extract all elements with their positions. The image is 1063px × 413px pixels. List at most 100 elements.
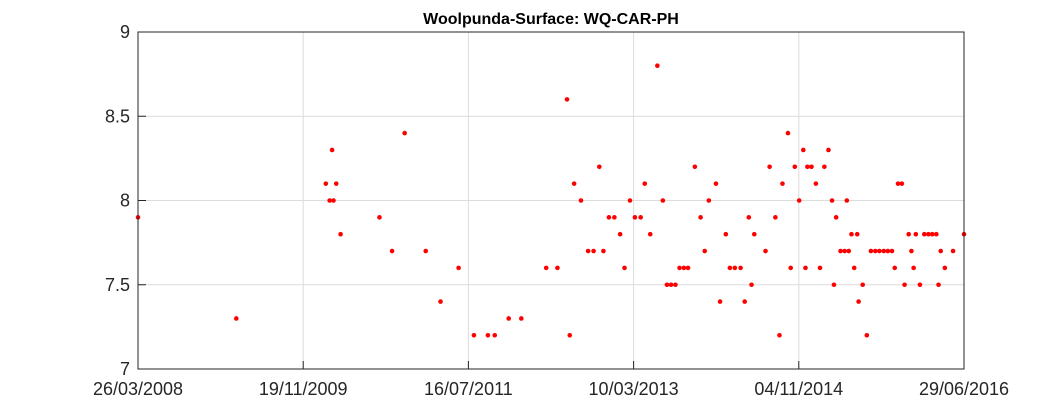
data-point [864, 333, 870, 338]
data-point [627, 198, 633, 203]
data-point [785, 130, 791, 136]
data-point [673, 282, 678, 288]
data-point [402, 130, 407, 136]
data-point [571, 181, 577, 186]
data-point [872, 248, 878, 254]
y-tick-label: 8.5 [105, 106, 130, 126]
tick-marks [137, 31, 965, 370]
data-point [685, 265, 691, 271]
data-point [911, 265, 916, 271]
data-point [909, 248, 914, 254]
data-point [881, 248, 887, 254]
data-point [860, 282, 866, 288]
data-point [746, 215, 752, 220]
data-point [817, 265, 823, 271]
data-point [805, 164, 810, 170]
data-point [727, 265, 733, 271]
chart-title: Woolpunda-Surface: WQ-CAR-PH [423, 11, 679, 28]
data-point [846, 248, 852, 254]
data-point [655, 63, 660, 68]
data-point [829, 198, 835, 203]
data-point [800, 147, 806, 153]
data-point [942, 265, 948, 271]
data-point [877, 248, 882, 254]
data-point [738, 265, 743, 271]
data-point [389, 248, 395, 254]
data-point [338, 231, 343, 237]
data-point [849, 231, 854, 237]
data-point [902, 282, 907, 288]
data-point [327, 198, 332, 203]
data-point [856, 299, 861, 304]
data-point [706, 198, 712, 203]
data-point [822, 164, 827, 170]
x-tick-label: 26/03/2008 [93, 379, 183, 399]
y-axis-tick-labels: 7 7.5 8 8.5 9 [105, 22, 130, 379]
data-point [926, 231, 931, 237]
y-tick-label: 8 [120, 191, 130, 211]
data-point [842, 248, 847, 254]
data-point [851, 265, 857, 271]
data-point [844, 198, 850, 203]
data-point [838, 248, 843, 254]
data-point [660, 198, 666, 203]
data-point [555, 265, 560, 271]
data-point [543, 265, 549, 271]
data-point [713, 181, 719, 186]
y-tick-label: 7.5 [105, 275, 130, 295]
data-point [377, 215, 382, 220]
data-point [934, 231, 939, 237]
data-point [622, 265, 627, 271]
x-tick-label: 04/11/2014 [754, 379, 843, 399]
data-point [518, 316, 524, 321]
data-point [777, 333, 782, 338]
data-point [506, 316, 512, 321]
data-point [892, 265, 898, 271]
data-point [763, 248, 768, 254]
x-tick-label: 19/11/2009 [259, 379, 348, 399]
data-point [936, 282, 941, 288]
data-point [677, 265, 682, 271]
data-point [664, 282, 670, 288]
data-point [717, 299, 723, 304]
data-point [601, 248, 606, 254]
x-tick-label: 10/03/2013 [589, 379, 679, 399]
data-point [895, 181, 901, 186]
data-point [788, 265, 793, 271]
data-point [612, 215, 617, 220]
data-point [854, 231, 860, 237]
data-point [732, 265, 738, 271]
data-point [826, 147, 831, 153]
data-point [917, 282, 923, 288]
data-point [591, 248, 596, 254]
x-tick-label: 29/06/2016 [919, 379, 1009, 399]
data-point [617, 231, 623, 237]
data-point [796, 198, 802, 203]
data-point [423, 248, 429, 254]
data-point [233, 316, 239, 321]
data-point [767, 164, 772, 170]
data-point [698, 215, 703, 220]
data-point [751, 231, 757, 237]
data-point [333, 181, 339, 186]
data-point [632, 215, 638, 220]
data-point [899, 181, 905, 186]
data-point [438, 299, 443, 304]
data-point [331, 198, 336, 203]
data-point [471, 333, 477, 338]
data-point [831, 282, 837, 288]
data-point [492, 333, 498, 338]
grid-lines [138, 32, 964, 369]
data-point [833, 215, 839, 220]
data-point [668, 282, 674, 288]
data-point [723, 231, 729, 237]
data-points [135, 63, 967, 338]
data-point [922, 231, 927, 237]
data-point [749, 282, 754, 288]
data-point [647, 231, 653, 237]
x-tick-label: 16/07/2011 [424, 379, 513, 399]
data-point [906, 231, 911, 237]
data-point [813, 181, 819, 186]
data-point [938, 248, 944, 254]
data-point [564, 97, 570, 102]
